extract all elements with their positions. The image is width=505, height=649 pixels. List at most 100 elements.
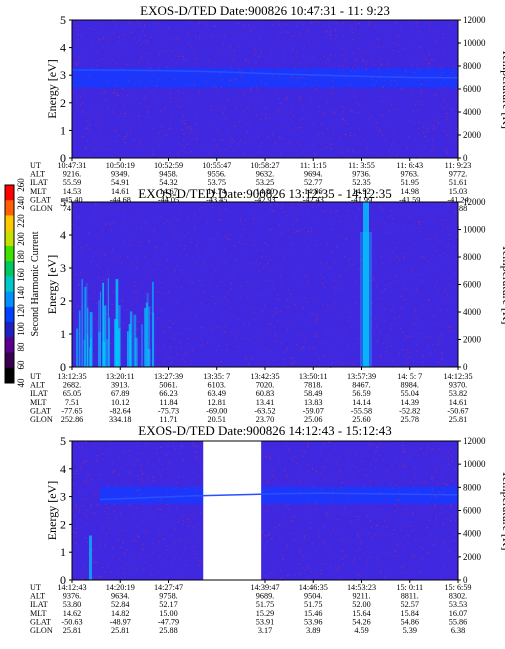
noise-speckle [330,31,331,33]
noise-speckle [156,291,158,293]
noise-speckle [244,142,246,144]
noise-speckle [389,283,391,284]
noise-speckle [432,137,434,139]
noise-speckle [397,322,398,324]
noise-speckle [276,89,278,91]
noise-speckle [445,121,447,123]
noise-speckle [405,509,407,511]
noise-speckle [382,135,383,137]
noise-speckle [151,306,153,308]
noise-speckle [88,156,90,158]
noise-speckle [197,459,199,461]
current-spike [107,278,109,367]
noise-speckle [282,44,284,46]
noise-speckle [156,85,158,86]
noise-speckle [413,42,415,44]
noise-speckle [112,547,113,549]
noise-speckle [308,506,310,508]
noise-speckle [378,445,380,447]
noise-speckle [310,227,312,229]
noise-speckle [276,294,278,296]
table-cell: 25.81 [63,626,81,635]
noise-speckle [437,342,439,343]
noise-speckle [334,279,336,281]
noise-speckle [115,140,117,142]
noise-speckle [407,534,409,536]
noise-speckle [199,36,200,38]
noise-speckle [101,458,103,460]
noise-speckle [352,67,354,69]
noise-speckle [308,322,310,324]
noise-speckle [318,22,320,24]
table-cell: -41.24 [447,195,468,204]
noise-speckle [253,209,255,211]
noise-speckle [229,79,231,81]
noise-speckle [452,286,454,287]
noise-speckle [433,544,435,545]
noise-speckle [83,481,85,483]
noise-speckle [179,106,181,108]
table-cell: 8811. [401,592,419,601]
noise-speckle [444,52,446,53]
noise-speckle [182,58,184,60]
noise-speckle [305,202,307,204]
noise-speckle [306,231,308,233]
noise-speckle [125,24,126,26]
noise-speckle [446,152,448,154]
noise-speckle [318,86,320,88]
noise-speckle [334,76,336,78]
noise-speckle [99,252,101,254]
noise-speckle [121,305,123,307]
noise-speckle [273,475,274,477]
noise-speckle [303,450,305,452]
noise-speckle [184,236,186,238]
noise-speckle [227,99,229,101]
noise-speckle [333,462,335,463]
noise-speckle [76,531,77,533]
noise-speckle [341,499,343,501]
noise-speckle [82,505,84,507]
table-cell: 53.96 [304,617,322,626]
noise-speckle [265,256,267,258]
table-cell: -82.64 [110,406,131,415]
noise-speckle [252,217,254,219]
noise-speckle [385,469,387,471]
noise-speckle [434,524,436,526]
noise-speckle [439,254,441,256]
noise-speckle [106,223,108,225]
noise-speckle [134,83,136,85]
table-cell: 15.84 [401,609,419,618]
noise-speckle [333,530,335,532]
colorbar-segment [5,185,14,201]
current-spike [98,300,100,367]
noise-speckle [396,22,398,24]
noise-speckle [279,536,281,538]
noise-speckle [288,289,289,291]
noise-speckle [452,20,453,22]
noise-speckle [375,27,377,29]
table-cell: 7020. [256,381,274,390]
noise-speckle [116,62,118,64]
noise-speckle [288,451,290,453]
noise-speckle [390,84,392,86]
noise-speckle [270,208,272,210]
noise-speckle [166,259,168,261]
noise-speckle [417,109,419,111]
noise-speckle [396,35,398,37]
noise-speckle [157,571,159,573]
noise-speckle [388,232,390,233]
noise-speckle [174,79,176,81]
noise-speckle [433,127,435,129]
noise-speckle [225,237,227,239]
current-spike [141,324,143,367]
noise-speckle [123,223,125,225]
noise-speckle [434,495,436,497]
current-spike [129,334,132,367]
noise-speckle [275,335,276,337]
noise-speckle [228,238,230,240]
noise-speckle [384,139,386,141]
noise-speckle [169,272,171,274]
noise-speckle [349,264,351,266]
noise-speckle [92,298,94,300]
noise-speckle [173,217,175,218]
